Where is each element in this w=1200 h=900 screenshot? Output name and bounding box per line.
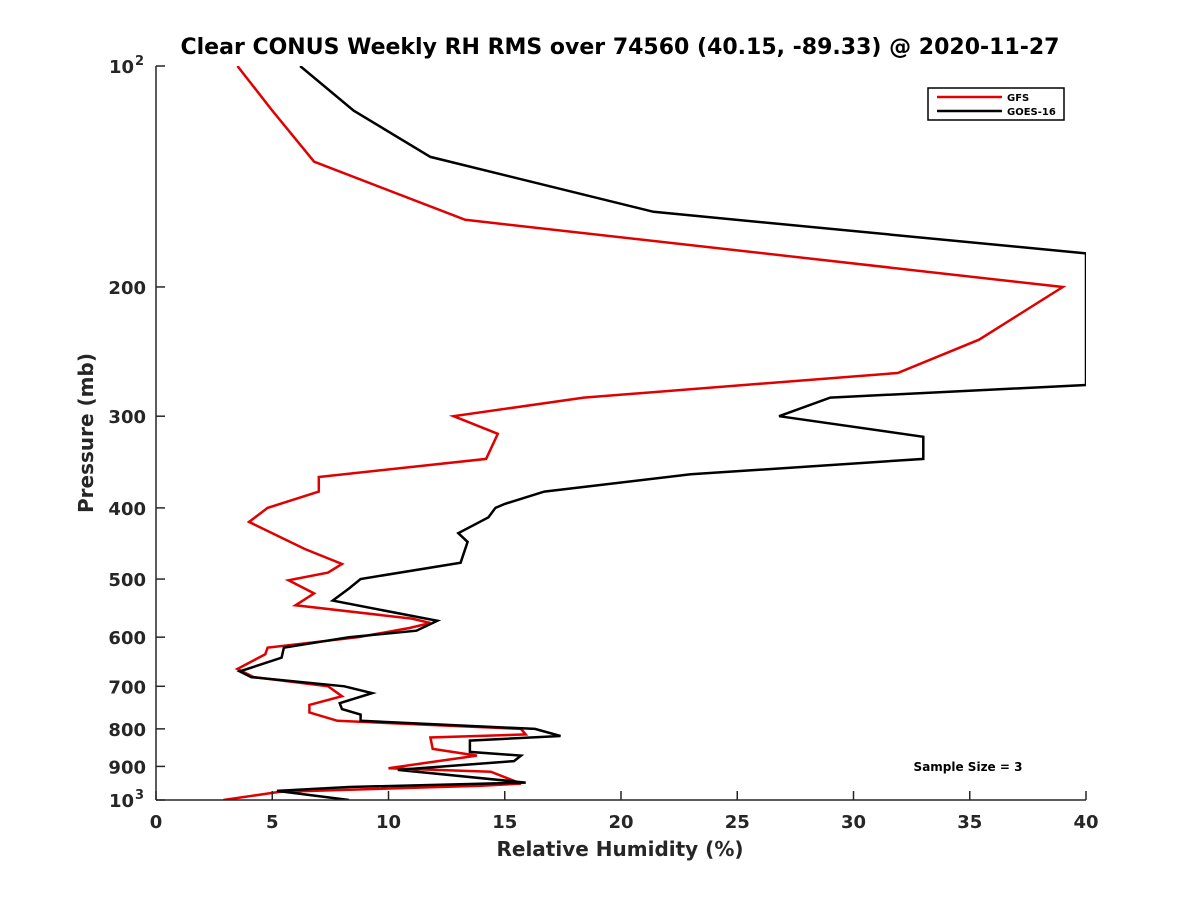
y-tick-label: 800 [108,720,146,741]
x-tick-label: 25 [725,812,750,833]
x-tick-label: 20 [608,812,633,833]
sample-size-annotation: Sample Size = 3 [914,760,1023,774]
y-tick-exponent: 2 [135,54,144,69]
y-tick-label: 600 [108,628,146,649]
y-tick-label: 400 [108,499,146,520]
y-tick-label: 700 [108,677,146,698]
x-tick-label: 10 [376,812,401,833]
y-tick-label: 200 [108,278,146,299]
legend-box [927,87,1065,121]
x-tick-label: 40 [1073,812,1098,833]
x-axis-ticks: 0 5 10 15 20 25 30 35 40 [150,791,1099,833]
y-tick-exponent: 3 [135,788,144,803]
y-tick-label: 300 [108,407,146,428]
y-tick-label: 500 [108,570,146,591]
y-axis-label: Pressure (mb) [74,353,98,513]
series-line-goes16 [236,66,1086,800]
x-tick-label: 15 [492,812,517,833]
legend-label-gfs: GFS [1007,93,1029,104]
x-tick-label: 5 [266,812,279,833]
y-tick-label: 10 [109,791,134,812]
y-tick-label: 10 [109,57,134,78]
legend: GFS GOES-16 [927,87,1065,121]
series-line-gfs [223,66,1067,800]
x-tick-label: 30 [841,812,866,833]
x-tick-label: 35 [957,812,982,833]
legend-label-goes16: GOES-16 [1007,107,1056,118]
x-axis-label: Relative Humidity (%) [496,837,743,861]
chart-title: Clear CONUS Weekly RH RMS over 74560 (40… [181,35,1060,60]
plot-lines [223,66,1086,800]
x-tick-label: 0 [150,812,163,833]
y-tick-label: 900 [108,757,146,778]
